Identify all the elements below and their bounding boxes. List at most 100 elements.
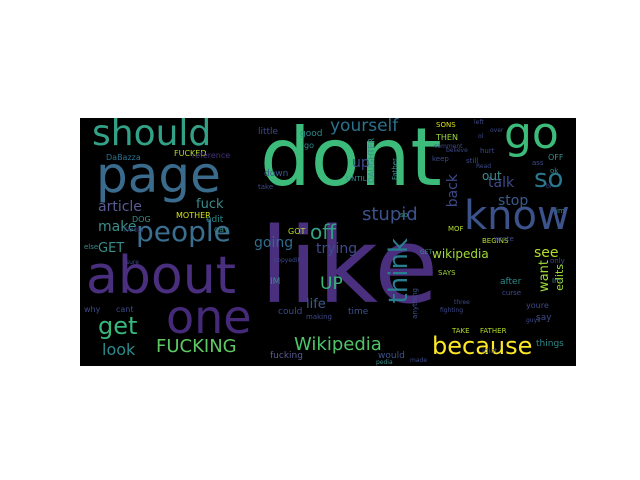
word: time (348, 307, 369, 317)
word: cant (116, 305, 134, 314)
word: DAUGHTER (367, 138, 376, 184)
word: article (98, 199, 142, 215)
word: sure (126, 259, 139, 266)
word: back (445, 174, 461, 208)
word: keep (432, 155, 449, 163)
word: would (378, 351, 405, 361)
word-cloud: dont like about page should go one know … (80, 118, 576, 366)
word: talk (488, 175, 515, 191)
word: one (166, 290, 252, 344)
word: UNTIL (346, 175, 367, 183)
word: say (536, 313, 552, 323)
word: could (278, 307, 303, 317)
word: wrote (494, 235, 514, 243)
word: GOT (288, 227, 306, 236)
word: making (306, 313, 332, 321)
word: Wikipedia (294, 334, 382, 355)
word: reference (192, 151, 231, 160)
word: FUCKED (174, 149, 207, 158)
word: think (384, 238, 414, 304)
word: after (500, 277, 522, 287)
word: people (136, 215, 231, 248)
word: going (254, 235, 294, 251)
word: pedia (376, 359, 393, 366)
word: FUCKING (156, 336, 237, 357)
word: so (400, 211, 408, 219)
word: left (474, 119, 484, 126)
word: IM (270, 277, 281, 287)
word: THEN (436, 133, 458, 142)
word: guys (526, 317, 541, 324)
word: see (534, 245, 559, 261)
word: BEGINS (482, 237, 509, 245)
word: im (556, 207, 565, 215)
word: go (504, 118, 559, 159)
word: Im (552, 277, 561, 285)
word: DaBazza (106, 153, 141, 162)
word: Read (476, 163, 492, 170)
word: anything (411, 288, 419, 319)
word: so (534, 164, 564, 194)
word: SAYS (438, 269, 456, 277)
word: ass (532, 159, 544, 167)
word: believe (446, 147, 468, 154)
word: stupid (362, 204, 418, 225)
word: because (432, 332, 533, 360)
word: why (84, 305, 101, 314)
word: bl (546, 183, 552, 190)
word: down (264, 169, 289, 179)
word: page (96, 146, 221, 204)
word: look (102, 340, 136, 359)
word: FAMILY (124, 227, 145, 234)
word: fuck (196, 197, 224, 212)
word: OFF (548, 153, 564, 162)
word: wikipedia (432, 247, 489, 261)
word: should (92, 118, 212, 154)
word: fucking (270, 351, 303, 361)
word: gay (214, 225, 229, 234)
word: MOF (448, 225, 464, 233)
word: else (84, 243, 99, 251)
word: make (98, 219, 137, 235)
word: up (352, 155, 370, 171)
word: only (550, 257, 565, 265)
word: made (410, 357, 428, 364)
word: take (258, 183, 274, 191)
word: ok (550, 167, 559, 175)
word: SONS (436, 121, 456, 129)
word: trying (316, 241, 358, 257)
word: fighting (440, 307, 464, 314)
word: three (454, 299, 470, 306)
word: FATHER (480, 327, 507, 335)
word: Father (391, 158, 399, 181)
word: ol (478, 133, 484, 140)
word: still (466, 157, 479, 165)
word: MOTHER (176, 211, 211, 220)
word: go (304, 141, 314, 150)
word: dont (260, 118, 442, 204)
word: copyedit (274, 257, 300, 264)
word: GET (98, 241, 125, 256)
word: yourself (330, 118, 399, 136)
word: good (300, 129, 323, 139)
word: curse (502, 289, 522, 297)
word: little (258, 127, 279, 137)
word: TAKE (452, 327, 470, 335)
word: know (464, 193, 570, 239)
word: edit (206, 215, 224, 225)
word: DOG (132, 215, 151, 224)
word: GET (420, 249, 433, 256)
word: UP (320, 274, 343, 294)
word: comment (434, 143, 463, 150)
word: get (98, 312, 138, 340)
word: youre (526, 301, 549, 310)
word: idiot (482, 347, 498, 355)
word: things (536, 339, 564, 349)
word: hurt (480, 147, 495, 155)
word: like (260, 205, 439, 327)
word: life (306, 297, 326, 312)
word: off (310, 220, 337, 244)
word: about (86, 246, 237, 306)
word: over (490, 127, 504, 134)
word: out (482, 169, 502, 183)
